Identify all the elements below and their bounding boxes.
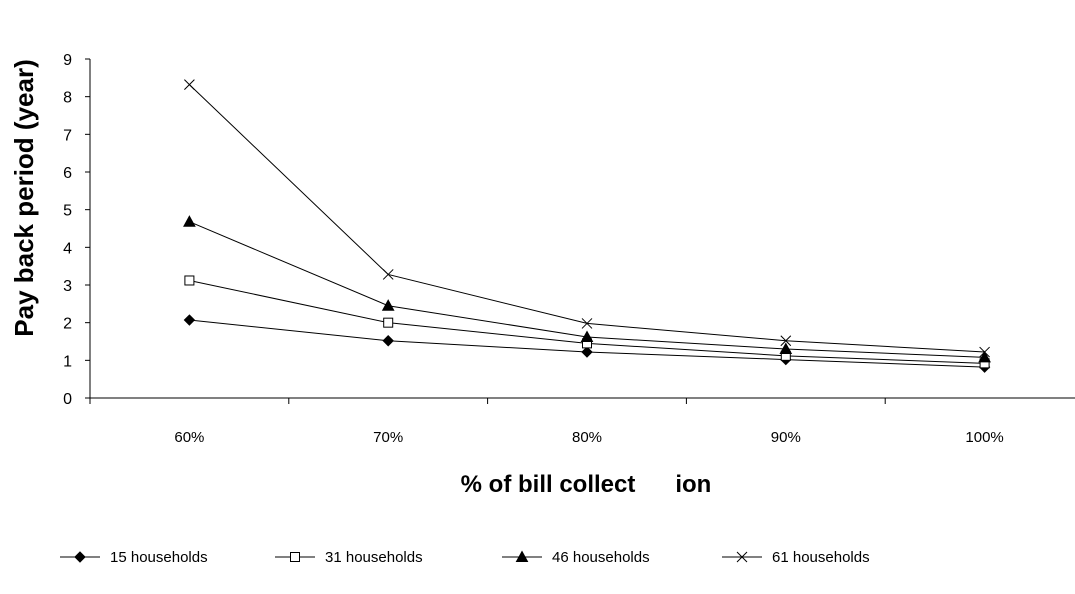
legend-item: 31 households [275, 549, 423, 566]
series-2 [184, 275, 990, 369]
legend-marker [736, 551, 748, 563]
y-tick-label: 5 [63, 203, 72, 220]
legend-label: 15 households [110, 549, 208, 566]
axes [89, 59, 1075, 399]
y-tick-label: 3 [63, 278, 72, 295]
data-point [978, 350, 991, 363]
x-tick-label: 70% [373, 429, 403, 446]
x-tick-label: 90% [771, 429, 801, 446]
legend-marker [74, 551, 86, 563]
x-axis-title: % of bill collect ion [461, 471, 712, 498]
legend: 15 households 31 households 46 households 6… [60, 549, 870, 566]
data-point [184, 79, 195, 90]
data-point [779, 342, 793, 355]
legend-marker [515, 550, 529, 562]
x-tick-label: 100% [965, 429, 1003, 446]
legend-item: 46 households [502, 549, 650, 566]
y-tick-label: 8 [63, 90, 72, 107]
y-tick-label: 4 [63, 240, 72, 257]
legend-marker [290, 552, 300, 562]
data-point [979, 346, 990, 358]
y-tick-label: 1 [63, 353, 72, 370]
data-point [184, 275, 195, 286]
data-point [581, 346, 593, 358]
series-3 [183, 215, 991, 363]
x-tick-label: 80% [572, 429, 602, 446]
y-ticks: 0 1 2 3 4 5 6 7 8 9 [63, 52, 90, 408]
y-tick-label: 2 [63, 316, 72, 333]
legend-label: 31 households [325, 549, 423, 566]
legend-item: 61 households [722, 549, 870, 566]
series-4 [184, 79, 990, 358]
data-point [183, 314, 196, 326]
legend-label: 61 households [772, 549, 870, 566]
data-point [581, 318, 593, 329]
x-tick-label: 60% [174, 429, 204, 446]
legend-item: 15 households [60, 549, 208, 566]
x-ticks: 60% 70% 80% 90% 100% [89, 398, 1004, 446]
legend-label: 46 households [552, 549, 650, 566]
data-point [382, 335, 394, 347]
y-tick-label: 7 [63, 127, 72, 144]
data-point [183, 215, 196, 227]
data-point [381, 299, 395, 311]
data-point [580, 330, 594, 342]
y-tick-label: 9 [63, 52, 72, 69]
y-axis-title: Pay back period (year) [9, 59, 39, 336]
y-tick-label: 6 [63, 165, 72, 182]
series-group [183, 79, 991, 373]
series-line [189, 84, 985, 353]
data-point [780, 335, 792, 347]
data-point [382, 269, 394, 280]
data-point [383, 317, 394, 328]
y-tick-label: 0 [63, 391, 72, 408]
